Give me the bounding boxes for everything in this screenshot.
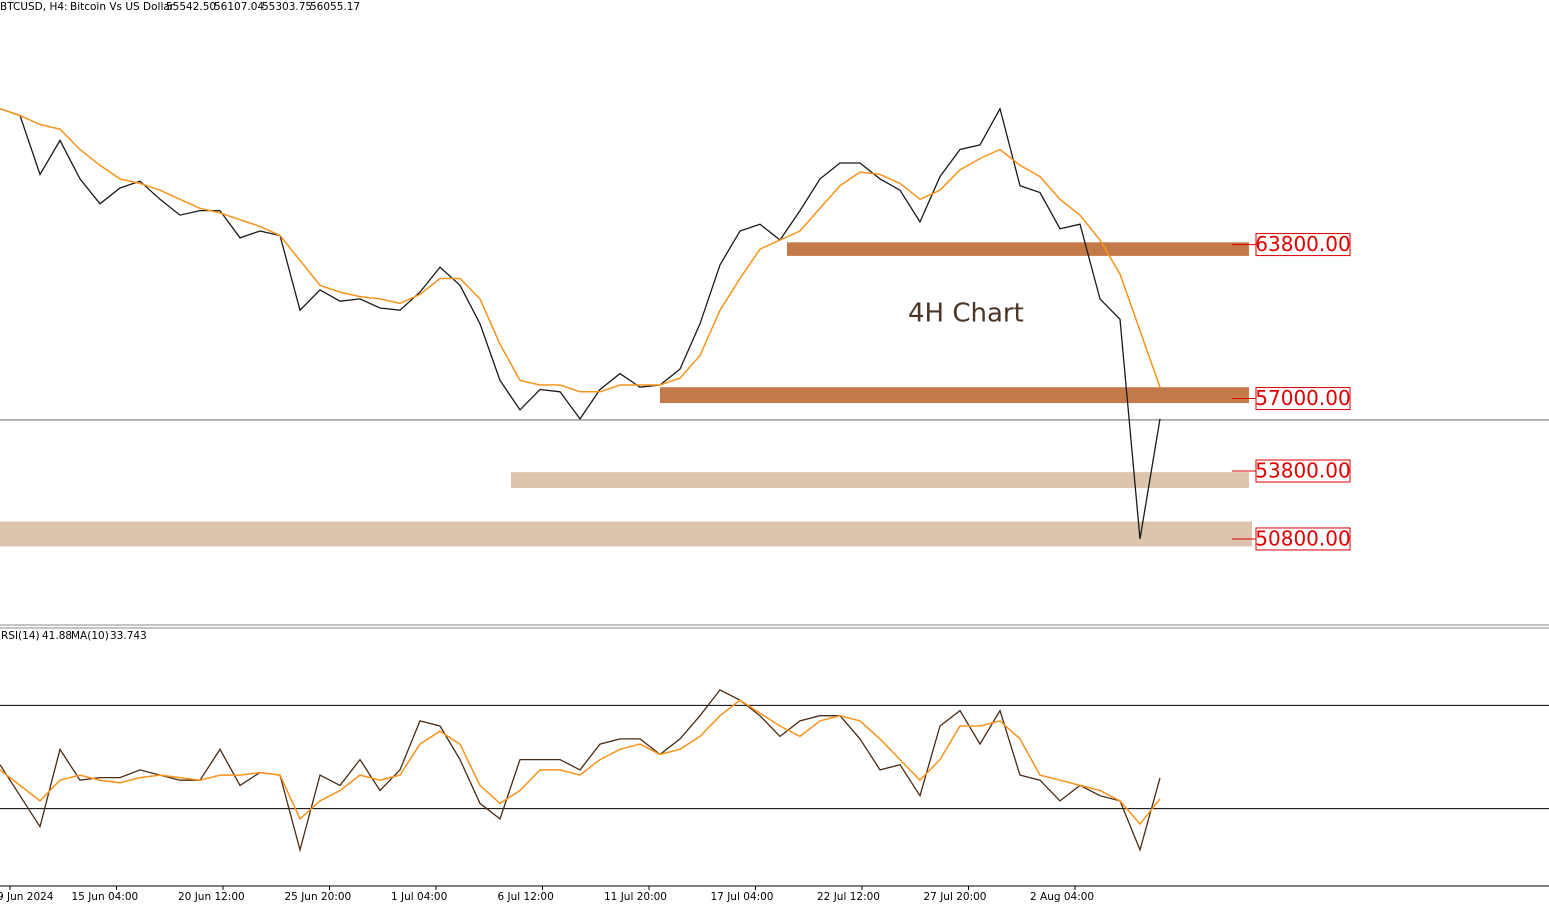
x-tick-label: 17 Jul 04:00 [711, 891, 774, 903]
header: BTCUSD, H4: Bitcoin Vs US Dollar 55542.5… [0, 1, 360, 13]
level-label-box [1255, 527, 1351, 551]
rsi-value: 41.88 [42, 630, 72, 642]
level-label-box [1255, 387, 1351, 411]
level-label: 50800.00 [1255, 526, 1350, 550]
x-tick-label: 20 Jun 12:00 [178, 891, 245, 903]
annotation: 4H Chart [908, 299, 1024, 329]
indicator-name: RSI(14) [1, 630, 40, 642]
x-tick-label: 6 Jul 12:00 [498, 891, 554, 903]
ma-name: MA(10) [71, 630, 109, 642]
x-tick-label: 25 Jun 20:00 [285, 891, 352, 903]
zone-band [787, 242, 1249, 256]
ma-value: 33.743 [110, 630, 147, 642]
description: Bitcoin Vs US Dollar [70, 1, 175, 13]
zone-band [0, 521, 1252, 547]
x-tick-label: 15 Jun 04:00 [72, 891, 139, 903]
x-tick-label: 2 Aug 04:00 [1030, 891, 1094, 903]
level-label-box [1255, 233, 1351, 257]
zone-band [511, 472, 1249, 488]
ohlc-close: 56055.17 [310, 1, 360, 13]
level-label: 53800.00 [1255, 459, 1350, 483]
series-line [0, 699, 1161, 826]
x-tick-label: 27 Jul 20:00 [924, 891, 987, 903]
series-line [0, 106, 1161, 540]
x-tick-label: 9 Jun 2024 [0, 891, 54, 903]
series-line [0, 107, 1161, 393]
level-label: 57000.00 [1255, 386, 1350, 410]
series-line [0, 689, 1161, 853]
level-label: 63800.00 [1255, 232, 1350, 256]
ohlc-low: 55303.75 [262, 1, 312, 13]
symbol: BTCUSD, H4: [0, 1, 68, 13]
x-tick-label: 11 Jul 20:00 [604, 891, 667, 903]
x-tick-label: 1 Jul 04:00 [391, 891, 447, 903]
ohlc-high: 56107.04 [214, 1, 264, 13]
zone-band [660, 387, 1249, 404]
level-label-box [1255, 459, 1351, 483]
rsi-header: RSI(14) 41.88 MA(10) 33.743 [1, 630, 147, 642]
ohlc-open: 55542.50 [166, 1, 216, 13]
x-tick-label: 22 Jul 12:00 [817, 891, 880, 903]
